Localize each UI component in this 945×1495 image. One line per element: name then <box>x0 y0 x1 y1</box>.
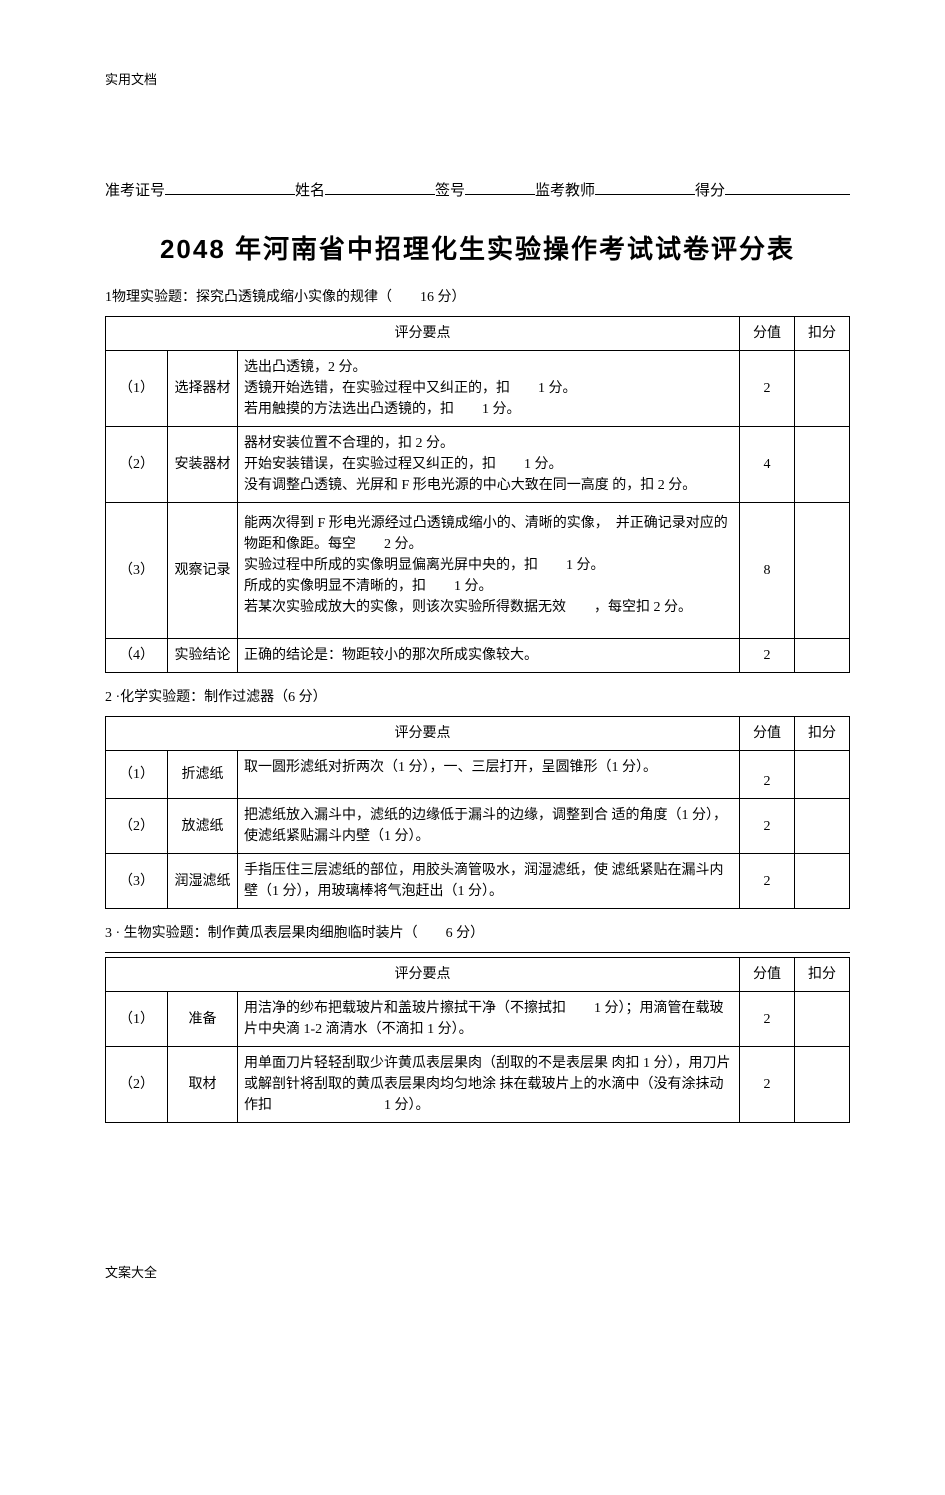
row-idx: （3） <box>106 503 168 639</box>
row-desc: 能两次得到 F 形电光源经过凸透镜成缩小的、清晰的实像， 并正确记录对应的物距和… <box>238 503 740 639</box>
row-deduct <box>795 1047 850 1123</box>
page-footer: 文案大全 <box>105 1263 850 1283</box>
divider <box>105 952 850 953</box>
row-score: 2 <box>740 854 795 909</box>
row-idx: （1） <box>106 351 168 427</box>
row-step: 准备 <box>168 992 238 1047</box>
table-header-row: 评分要点 分值 扣分 <box>106 958 850 992</box>
label-ticket: 准考证号 <box>105 180 165 203</box>
row-desc: 手指压住三层滤纸的部位，用胶头滴管吸水，润湿滤纸，使 滤纸紧贴在漏斗内壁（1 分… <box>238 854 740 909</box>
row-score: 2 <box>740 1047 795 1123</box>
row-idx: （1） <box>106 992 168 1047</box>
table-header-row: 评分要点 分值 扣分 <box>106 317 850 351</box>
row-step: 选择器材 <box>168 351 238 427</box>
info-line: 准考证号 姓名 签号 监考教师 得分 <box>105 180 850 203</box>
col-score: 分值 <box>740 717 795 751</box>
col-deduct: 扣分 <box>795 717 850 751</box>
section-1-table: 评分要点 分值 扣分 （1） 选择器材 选出凸透镜，2 分。 透镜开始选错，在实… <box>105 316 850 673</box>
col-deduct: 扣分 <box>795 317 850 351</box>
row-idx: （4） <box>106 639 168 673</box>
col-score: 分值 <box>740 958 795 992</box>
row-idx: （3） <box>106 854 168 909</box>
table-row: （3） 观察记录 能两次得到 F 形电光源经过凸透镜成缩小的、清晰的实像， 并正… <box>106 503 850 639</box>
col-deduct: 扣分 <box>795 958 850 992</box>
page-header: 实用文档 <box>105 70 850 90</box>
row-score: 2 <box>740 799 795 854</box>
row-idx: （1） <box>106 751 168 799</box>
row-deduct <box>795 639 850 673</box>
col-score: 分值 <box>740 317 795 351</box>
row-desc: 用单面刀片轻轻刮取少许黄瓜表层果肉（刮取的不是表层果 肉扣 1 分），用刀片或解… <box>238 1047 740 1123</box>
row-score: 2 <box>740 639 795 673</box>
section-2-table: 评分要点 分值 扣分 （1） 折滤纸 取一圆形滤纸对折两次（1 分），一、三层打… <box>105 716 850 909</box>
row-score: 2 <box>740 751 795 799</box>
row-score: 8 <box>740 503 795 639</box>
label-sign: 签号 <box>435 180 465 203</box>
row-deduct <box>795 751 850 799</box>
section-1-subtitle: 1物理实验题：探究凸透镜成缩小实像的规律（ 16 分） <box>105 287 850 308</box>
row-idx: （2） <box>106 427 168 503</box>
row-step: 润湿滤纸 <box>168 854 238 909</box>
blank-name <box>325 194 435 195</box>
table-row: （2） 安装器材 器材安装位置不合理的，扣 2 分。 开始安装错误，在实验过程又… <box>106 427 850 503</box>
table-row: （1） 准备 用洁净的纱布把载玻片和盖玻片擦拭干净（不擦拭扣 1 分）；用滴管在… <box>106 992 850 1047</box>
row-idx: （2） <box>106 799 168 854</box>
row-desc: 选出凸透镜，2 分。 透镜开始选错，在实验过程中又纠正的，扣 1 分。 若用触摸… <box>238 351 740 427</box>
table-row: （1） 选择器材 选出凸透镜，2 分。 透镜开始选错，在实验过程中又纠正的，扣 … <box>106 351 850 427</box>
row-score: 2 <box>740 351 795 427</box>
row-step: 安装器材 <box>168 427 238 503</box>
row-deduct <box>795 992 850 1047</box>
table-row: （3） 润湿滤纸 手指压住三层滤纸的部位，用胶头滴管吸水，润湿滤纸，使 滤纸紧贴… <box>106 854 850 909</box>
row-step: 观察记录 <box>168 503 238 639</box>
row-deduct <box>795 351 850 427</box>
table-row: （2） 取材 用单面刀片轻轻刮取少许黄瓜表层果肉（刮取的不是表层果 肉扣 1 分… <box>106 1047 850 1123</box>
row-deduct <box>795 503 850 639</box>
row-step: 实验结论 <box>168 639 238 673</box>
row-step: 折滤纸 <box>168 751 238 799</box>
label-name: 姓名 <box>295 180 325 203</box>
row-idx: （2） <box>106 1047 168 1123</box>
row-desc: 用洁净的纱布把载玻片和盖玻片擦拭干净（不擦拭扣 1 分）；用滴管在载玻片中央滴 … <box>238 992 740 1047</box>
row-desc: 器材安装位置不合理的，扣 2 分。 开始安装错误，在实验过程又纠正的，扣 1 分… <box>238 427 740 503</box>
label-teacher: 监考教师 <box>535 180 595 203</box>
row-desc: 把滤纸放入漏斗中，滤纸的边缘低于漏斗的边缘，调整到合 适的角度（1 分），使滤纸… <box>238 799 740 854</box>
blank-teacher <box>595 194 695 195</box>
row-step: 放滤纸 <box>168 799 238 854</box>
col-points: 评分要点 <box>106 317 740 351</box>
table-header-row: 评分要点 分值 扣分 <box>106 717 850 751</box>
row-score: 2 <box>740 992 795 1047</box>
row-deduct <box>795 854 850 909</box>
row-deduct <box>795 799 850 854</box>
col-points: 评分要点 <box>106 958 740 992</box>
section-2-subtitle: 2 ·化学实验题：制作过滤器（6 分） <box>105 687 850 708</box>
page-title: 2048 年河南省中招理化生实验操作考试试卷评分表 <box>105 230 850 269</box>
row-step: 取材 <box>168 1047 238 1123</box>
row-desc: 正确的结论是：物距较小的那次所成实像较大。 <box>238 639 740 673</box>
blank-score <box>725 194 850 195</box>
blank-sign <box>465 194 535 195</box>
table-row: （2） 放滤纸 把滤纸放入漏斗中，滤纸的边缘低于漏斗的边缘，调整到合 适的角度（… <box>106 799 850 854</box>
section-3-table: 评分要点 分值 扣分 （1） 准备 用洁净的纱布把载玻片和盖玻片擦拭干净（不擦拭… <box>105 957 850 1123</box>
row-deduct <box>795 427 850 503</box>
label-score: 得分 <box>695 180 725 203</box>
col-points: 评分要点 <box>106 717 740 751</box>
table-row: （1） 折滤纸 取一圆形滤纸对折两次（1 分），一、三层打开，呈圆锥形（1 分）… <box>106 751 850 799</box>
blank-ticket <box>165 194 295 195</box>
section-3-subtitle: 3 · 生物实验题：制作黄瓜表层果肉细胞临时装片（ 6 分） <box>105 923 850 944</box>
table-row: （4） 实验结论 正确的结论是：物距较小的那次所成实像较大。 2 <box>106 639 850 673</box>
row-desc: 取一圆形滤纸对折两次（1 分），一、三层打开，呈圆锥形（1 分）。 <box>238 751 740 799</box>
row-score: 4 <box>740 427 795 503</box>
